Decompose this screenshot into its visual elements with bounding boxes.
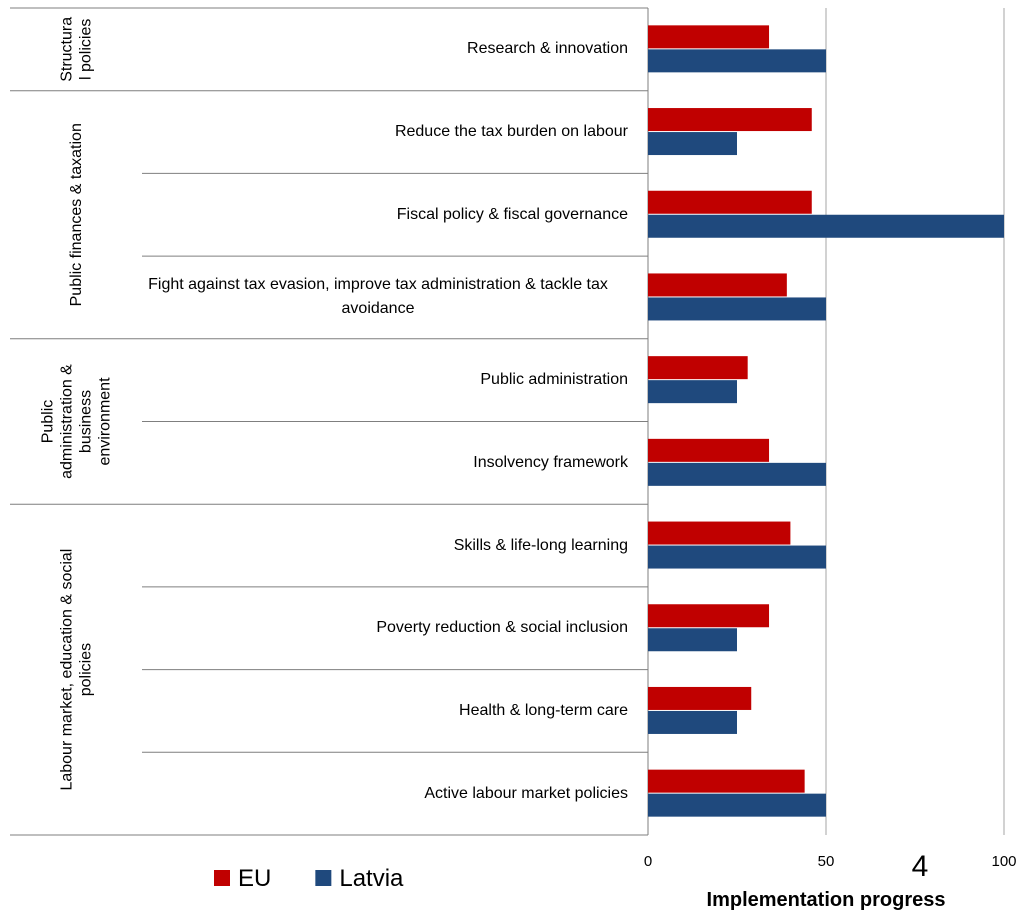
group-label-line: Labour market, education & social	[59, 549, 76, 791]
bar	[648, 273, 787, 297]
group-label-line: l policies	[78, 19, 95, 80]
category-label: Insolvency framework	[128, 424, 628, 503]
bar	[648, 521, 791, 545]
group-label-line: Structura	[59, 17, 76, 82]
category-text: Health & long-term care	[459, 701, 628, 719]
bar	[648, 108, 812, 132]
category-label: Research & innovation	[128, 10, 628, 89]
bar	[648, 710, 737, 734]
group-label: Labour market, education & social policie…	[59, 549, 95, 791]
category-text: Skills & life-long learning	[453, 536, 628, 554]
legend-swatch	[214, 870, 230, 886]
x-tick-label: 100	[991, 853, 1016, 870]
legend-label: EU	[238, 865, 271, 892]
category-label: Fiscal policy & fiscal governance	[128, 175, 628, 254]
category-label: Active labour market policies	[128, 754, 628, 833]
group-label: Public administration & business environmen…	[40, 364, 114, 479]
group-label-line: policies	[78, 643, 95, 696]
bar	[648, 793, 826, 817]
bar	[648, 769, 805, 793]
bar	[648, 132, 737, 156]
group-label-line: Public	[40, 400, 57, 444]
bar	[648, 380, 737, 404]
bar	[648, 628, 737, 652]
category-label: Skills & life-long learning	[128, 506, 628, 585]
bar	[648, 49, 826, 73]
group-label-line: Public finances & taxation	[68, 123, 85, 306]
group-label: Public finances & taxation	[68, 123, 85, 306]
x-tick-label: 0	[644, 853, 652, 870]
category-text: Fiscal policy & fiscal governance	[396, 205, 628, 223]
category-text: Reduce the tax burden on labour	[394, 123, 628, 141]
page-number: 4	[912, 850, 929, 883]
category-label: Poverty reduction & social inclusion	[128, 589, 628, 668]
category-text: Public administration	[480, 371, 628, 389]
legend-swatch	[315, 870, 332, 886]
bar	[648, 214, 1004, 238]
group-label-line: environment	[97, 377, 114, 466]
category-label: Public administration	[128, 341, 628, 420]
group-label: Structura l policies	[59, 17, 95, 82]
group-label-line: administration &	[59, 364, 76, 479]
bar	[648, 438, 770, 462]
category-text: Poverty reduction & social inclusion	[376, 619, 628, 637]
bar	[648, 686, 752, 710]
bar	[648, 297, 826, 321]
x-tick-label: 50	[818, 853, 835, 870]
category-text: Insolvency framework	[473, 453, 628, 471]
bar	[648, 462, 826, 486]
bar	[648, 25, 770, 49]
bar	[648, 356, 748, 380]
x-axis-title: Implementation progress	[707, 889, 946, 911]
category-text: Active labour market policies	[424, 784, 628, 802]
bar	[648, 545, 826, 569]
group-label-line: business	[78, 390, 95, 453]
category-label: Health & long-term care	[128, 672, 628, 751]
category-label: Reduce the tax burden on labour	[128, 93, 628, 172]
category-label: Fight against tax evasion, improve tax a…	[128, 258, 628, 337]
bar	[648, 190, 812, 214]
legend-label: Latvia	[339, 865, 404, 892]
bar	[648, 604, 770, 628]
category-text: Fight against tax evasion, improve tax a…	[148, 276, 608, 318]
category-text: Research & innovation	[467, 40, 628, 58]
